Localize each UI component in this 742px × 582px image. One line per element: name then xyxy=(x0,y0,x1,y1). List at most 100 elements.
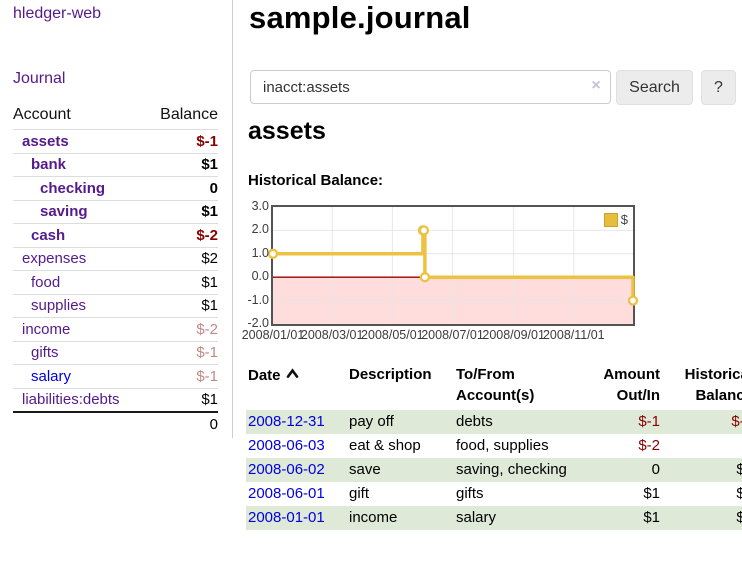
x-axis-tick-label: 2008/03/01 xyxy=(300,328,364,342)
y-axis-tick-label: -1.0 xyxy=(247,292,269,307)
accounts-header-balance: Balance xyxy=(160,106,218,123)
account-balance: $1 xyxy=(201,273,218,291)
accounts-table: Account Balance assets $-1 bank $1 checking 0… xyxy=(13,104,218,436)
account-balance: $-1 xyxy=(196,344,218,362)
transaction-amount: $-1 xyxy=(638,413,660,430)
y-axis-tick-label: 3.0 xyxy=(251,199,269,213)
account-row: checking 0 xyxy=(13,177,218,201)
accounts-header-account: Account xyxy=(13,106,71,123)
transaction-accounts: gifts xyxy=(456,485,484,502)
account-row: assets $-1 xyxy=(13,130,218,154)
y-axis-tick-label: 2.0 xyxy=(251,222,269,237)
column-header-description[interactable]: Description xyxy=(349,366,432,383)
transaction-date-link[interactable]: 2008-06-01 xyxy=(248,485,325,502)
sidebar-account-link[interactable]: assets xyxy=(22,132,69,150)
sidebar-account-link[interactable]: salary xyxy=(31,367,72,385)
chart-title: Historical Balance: xyxy=(248,172,384,189)
sidebar-account-link[interactable]: food xyxy=(31,273,61,291)
sidebar-nav-journal[interactable]: Journal xyxy=(13,70,66,87)
account-row: bank $1 xyxy=(13,154,218,177)
sidebar-account-link[interactable]: gifts xyxy=(31,344,59,362)
register-row: 2008-06-01 gift gifts $1 $2 xyxy=(246,482,742,506)
column-header-accounts[interactable]: To/From Account(s) xyxy=(456,366,535,404)
account-row: supplies $1 xyxy=(13,295,218,318)
x-axis-tick-label: 2008/01/01 xyxy=(241,328,305,342)
transaction-date-link[interactable]: 2008-01-01 xyxy=(248,509,325,526)
account-row: cash $-2 xyxy=(13,224,218,248)
account-row: food $1 xyxy=(13,271,218,295)
account-row: income $-2 xyxy=(13,318,218,342)
transaction-description: eat & shop xyxy=(349,437,421,454)
account-row: saving $1 xyxy=(13,201,218,224)
x-axis-tick-label: 2008/05/01 xyxy=(361,328,424,342)
legend-label: $ xyxy=(620,212,628,227)
transaction-amount: $1 xyxy=(643,485,660,502)
sidebar-account-link[interactable]: expenses xyxy=(22,250,87,268)
transaction-date-link[interactable]: 2008-12-31 xyxy=(248,413,325,430)
account-balance: $-2 xyxy=(196,226,218,244)
transaction-date-link[interactable]: 2008-06-03 xyxy=(248,437,325,454)
search-input[interactable] xyxy=(250,70,611,104)
app-brand-link[interactable]: hledger-web xyxy=(13,5,102,22)
chart-plot-area: $ xyxy=(267,205,639,326)
sidebar-account-link[interactable]: income xyxy=(22,320,71,338)
register-row: 2008-01-01 income salary $1 $1 xyxy=(246,506,742,530)
account-row: liabilities:debts $1 xyxy=(13,389,218,412)
account-row: expenses $2 xyxy=(13,248,218,271)
column-header-date[interactable]: Date xyxy=(246,362,347,410)
sidebar-account-link[interactable]: liabilities:debts xyxy=(22,391,120,409)
account-balance: $2 xyxy=(201,250,218,268)
transaction-balance: $2 xyxy=(736,485,742,502)
register-row: 2008-06-02 save saving, checking 0 $2 xyxy=(246,458,742,482)
x-axis-tick-label: 2008/11/01 xyxy=(542,328,605,342)
legend-swatch xyxy=(603,212,618,227)
accounts-total-row: 0 xyxy=(13,411,218,436)
search-button[interactable]: Search xyxy=(616,70,693,105)
column-header-balance[interactable]: Historical Balance xyxy=(684,366,742,404)
sidebar-account-link[interactable]: checking xyxy=(40,179,106,197)
transaction-description: income xyxy=(349,509,398,526)
transaction-amount: $1 xyxy=(643,509,660,526)
account-balance: $1 xyxy=(201,391,218,409)
account-row: salary $-1 xyxy=(13,365,218,389)
transaction-description: gift xyxy=(349,485,370,502)
account-balance: $1 xyxy=(201,156,218,174)
column-header-amount[interactable]: Amount Out/In xyxy=(603,366,660,404)
sidebar-account-link[interactable]: bank xyxy=(31,156,67,174)
accounts-table-header: Account Balance xyxy=(13,104,218,130)
transaction-amount: 0 xyxy=(651,461,660,478)
transaction-description: pay off xyxy=(349,413,394,430)
transaction-accounts: debts xyxy=(456,413,493,430)
transaction-description: save xyxy=(349,461,381,478)
x-axis-tick-label: 2008/07/01 xyxy=(421,328,484,342)
page-title: sample.journal xyxy=(249,0,471,35)
transaction-accounts: food, supplies xyxy=(456,437,549,454)
sort-ascending-icon xyxy=(286,364,299,385)
sidebar-account-link[interactable]: saving xyxy=(40,203,88,221)
transaction-date-link[interactable]: 2008-06-02 xyxy=(248,461,325,478)
account-row: gifts $-1 xyxy=(13,342,218,365)
register-table: Date Description To/From Account(s) Amou… xyxy=(246,362,742,530)
transaction-balance: $1 xyxy=(736,509,742,526)
account-balance: $1 xyxy=(201,297,218,315)
sidebar-account-link[interactable]: supplies xyxy=(31,297,87,315)
help-button[interactable]: ? xyxy=(701,70,736,105)
sidebar: hledger-web Journal Account Balance asse… xyxy=(0,0,233,438)
register-header-row: Date Description To/From Account(s) Amou… xyxy=(246,362,742,410)
accounts-total-value: 0 xyxy=(209,416,218,433)
account-heading: assets xyxy=(248,117,326,145)
transaction-balance: $2 xyxy=(736,461,742,478)
sidebar-account-link[interactable]: cash xyxy=(31,226,66,244)
register-row: 2008-12-31 pay off debts $-1 $-1 xyxy=(246,410,742,434)
transaction-balance: $-1 xyxy=(731,413,742,430)
account-balance: $-1 xyxy=(196,367,218,385)
transaction-accounts: saving, checking xyxy=(456,461,567,478)
clear-search-icon[interactable]: × xyxy=(591,77,601,94)
balance-chart: $ 3.0 2.0 1.0 0.0 -1.0 -2.0 2008/01/01 2008/03/… xyxy=(242,199,645,349)
y-axis-tick-label: -2.0 xyxy=(247,316,269,330)
account-balance: $1 xyxy=(201,203,218,221)
transaction-amount: $-2 xyxy=(638,437,660,454)
account-balance: 0 xyxy=(209,179,218,197)
chart-canvas xyxy=(267,207,639,324)
